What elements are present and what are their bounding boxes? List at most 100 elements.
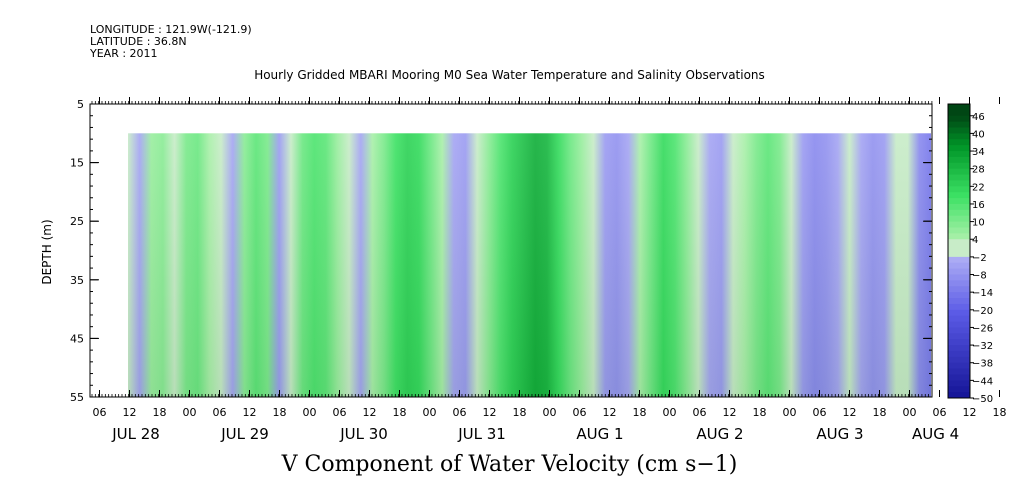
x-hour-label: 00 bbox=[543, 406, 557, 419]
x-day-label: JUL 30 bbox=[339, 425, 388, 443]
colorbar-segment bbox=[948, 251, 970, 258]
colorbar-segment bbox=[948, 115, 970, 123]
x-hour-label: 06 bbox=[213, 406, 227, 419]
colorbar-segment bbox=[948, 203, 970, 211]
colorbar-segment bbox=[948, 303, 970, 311]
x-hour-label: 06 bbox=[933, 406, 947, 419]
x-day-label: AUG 1 bbox=[576, 425, 623, 443]
colorbar-tick-label: 16 bbox=[972, 200, 985, 211]
colorbar-segment bbox=[948, 356, 970, 364]
colorbar-segment bbox=[948, 209, 970, 217]
colorbar-frame bbox=[947, 103, 971, 399]
y-axis-label: DEPTH (m) bbox=[40, 219, 54, 284]
colorbar-segment bbox=[948, 127, 970, 134]
metadata-block: LONGITUDE : 121.9W(-121.9) LATITUDE : 36… bbox=[90, 24, 252, 60]
colorbar-segment bbox=[948, 339, 970, 346]
x-hour-label: 18 bbox=[153, 406, 167, 419]
colorbar-segment bbox=[948, 268, 970, 276]
x-hour-label: 18 bbox=[873, 406, 887, 419]
colorbar-segment bbox=[948, 233, 970, 240]
colorbar-tick-label: −50 bbox=[972, 394, 993, 405]
colorbar-tick-label: −20 bbox=[972, 306, 993, 317]
x-hour-label: 06 bbox=[813, 406, 827, 419]
y-tick-label: 15 bbox=[70, 157, 84, 170]
colorbar-segment bbox=[948, 151, 970, 158]
x-hour-label: 00 bbox=[183, 406, 197, 419]
y-tick-label: 25 bbox=[70, 215, 84, 228]
colorbar-segment bbox=[948, 286, 970, 293]
x-hour-label: 12 bbox=[723, 406, 737, 419]
colorbar-segment bbox=[948, 292, 970, 299]
x-hour-label: 00 bbox=[783, 406, 797, 419]
colorbar-segment bbox=[948, 227, 970, 234]
colorbar-segment bbox=[948, 315, 970, 323]
colorbar-tick-label: −38 bbox=[972, 359, 993, 370]
colorbar-segment bbox=[948, 298, 970, 305]
colorbar-tick-label: 22 bbox=[972, 182, 985, 193]
x-hour-label: 18 bbox=[753, 406, 767, 419]
colorbar-segment bbox=[948, 333, 970, 340]
colorbar-segment bbox=[948, 368, 970, 375]
plot-frame bbox=[89, 103, 933, 398]
x-hour-label: 06 bbox=[333, 406, 347, 419]
x-hour-label: 18 bbox=[993, 406, 1007, 419]
x-day-label: AUG 4 bbox=[912, 425, 959, 443]
heatmap-depth-shade bbox=[128, 133, 931, 398]
x-axis: 06 12 18 00 06 12 18 00 06 12 18 00 06 12 18 00 06 12 18 00… bbox=[91, 97, 1007, 443]
x-day-label: JUL 29 bbox=[220, 425, 269, 443]
colorbar-segment bbox=[948, 280, 970, 287]
x-hour-label: 06 bbox=[573, 406, 587, 419]
x-hour-label: 18 bbox=[633, 406, 647, 419]
y-tick-label: 5 bbox=[77, 98, 84, 111]
y-tick-label: 55 bbox=[70, 391, 84, 404]
x-hour-label: 00 bbox=[303, 406, 317, 419]
x-day-label: JUL 31 bbox=[457, 425, 506, 443]
colorbar-tick-label: −2 bbox=[972, 253, 987, 264]
colorbar-segment bbox=[948, 321, 970, 328]
colorbar-tick-label: 40 bbox=[972, 129, 985, 140]
colorbar-tick-label: −14 bbox=[972, 288, 993, 299]
x-hour-label: 12 bbox=[243, 406, 257, 419]
colorbar-segment bbox=[948, 221, 970, 228]
colorbar-segment bbox=[948, 109, 970, 117]
x-day-label: AUG 2 bbox=[696, 425, 743, 443]
x-hour-label: 00 bbox=[423, 406, 437, 419]
colorbar-segment bbox=[948, 350, 970, 358]
x-day-label: JUL 28 bbox=[111, 425, 160, 443]
colorbar-segment bbox=[948, 156, 970, 164]
x-hour-label: 00 bbox=[663, 406, 677, 419]
colorbar-segment bbox=[948, 121, 970, 129]
x-hour-label: 12 bbox=[483, 406, 497, 419]
colorbar-tick-label: −8 bbox=[972, 271, 987, 282]
x-hour-label: 18 bbox=[393, 406, 407, 419]
x-hour-label: 06 bbox=[93, 406, 107, 419]
colorbar-segment bbox=[948, 145, 970, 152]
colorbar-tick-label: −26 bbox=[972, 323, 993, 334]
colorbar-segment bbox=[948, 239, 970, 246]
colorbar-segment bbox=[948, 215, 970, 223]
x-hour-label: 12 bbox=[603, 406, 617, 419]
x-hour-label: 18 bbox=[273, 406, 287, 419]
colorbar-segment bbox=[948, 256, 970, 264]
y-tick-label: 35 bbox=[70, 274, 84, 287]
colorbar-segment bbox=[948, 104, 970, 111]
colorbar-segment bbox=[948, 168, 970, 176]
year-label: YEAR : 2011 bbox=[90, 47, 158, 60]
colorbar-segment bbox=[948, 345, 970, 352]
latitude-label: LATITUDE : 36.8N bbox=[90, 35, 187, 48]
colorbar-tick-label: −44 bbox=[972, 376, 993, 387]
colorbar-tick-label: 10 bbox=[972, 218, 985, 229]
colorbar-segment bbox=[948, 162, 970, 170]
colorbar-segment bbox=[948, 309, 970, 317]
colorbar-tick-label: 34 bbox=[972, 147, 985, 158]
x-hour-label: 12 bbox=[843, 406, 857, 419]
colorbar-segment bbox=[948, 374, 970, 381]
x-hour-label: 12 bbox=[123, 406, 137, 419]
x-hour-label: 00 bbox=[903, 406, 917, 419]
x-hour-label: 06 bbox=[693, 406, 707, 419]
colorbar-segment bbox=[948, 380, 970, 387]
colorbar-tick-label: −32 bbox=[972, 341, 993, 352]
colorbar-segment bbox=[948, 274, 970, 281]
colorbar-segment bbox=[948, 327, 970, 334]
